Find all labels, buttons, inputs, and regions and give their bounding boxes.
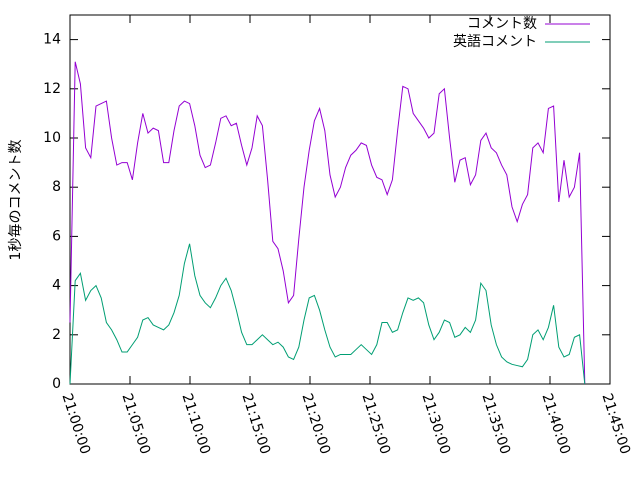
x-tick-label: 21:15:00	[238, 392, 273, 457]
x-tick-label: 21:35:00	[478, 392, 513, 457]
legend-label: 英語コメント	[453, 33, 537, 50]
y-tick-label: 12	[43, 81, 61, 97]
x-tick-label: 21:10:00	[178, 392, 213, 457]
x-tick-label: 21:45:00	[598, 392, 633, 457]
x-tick-label: 21:25:00	[358, 392, 393, 457]
y-tick-label: 4	[52, 278, 61, 294]
x-tick-label: 21:40:00	[538, 392, 573, 457]
series-line	[69, 61, 586, 385]
y-tick-label: 14	[43, 32, 61, 48]
x-tick-label: 21:20:00	[298, 392, 333, 457]
y-tick-label: 10	[43, 130, 61, 146]
x-tick-label: 21:00:00	[58, 392, 93, 457]
y-tick-label: 6	[52, 228, 61, 244]
y-tick-label: 8	[52, 179, 61, 195]
y-tick-label: 0	[52, 376, 61, 392]
plot-frame	[69, 14, 611, 385]
legend-label: コメント数	[467, 16, 537, 32]
x-tick-label: 21:05:00	[118, 392, 153, 457]
x-tick-label: 21:30:00	[418, 392, 453, 457]
y-axis-label: 1秒毎のコメント数	[8, 140, 24, 261]
series-line	[69, 243, 586, 385]
y-tick-label: 2	[52, 327, 61, 343]
